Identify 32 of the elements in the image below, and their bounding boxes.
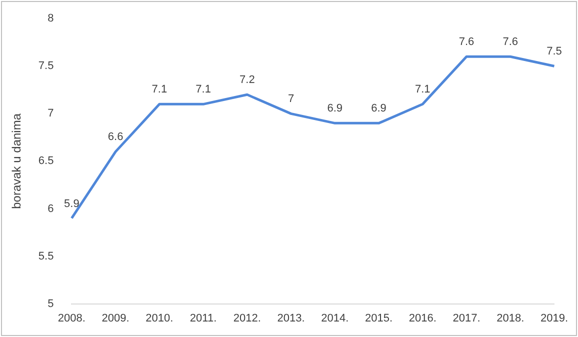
x-tick-label: 2013. xyxy=(277,312,305,324)
data-label: 7.6 xyxy=(458,36,474,48)
data-label: 7.2 xyxy=(240,74,255,86)
y-tick-label: 7.5 xyxy=(38,60,54,72)
y-tick-label: 6.5 xyxy=(38,155,54,168)
x-tick-label: 2019. xyxy=(540,312,568,324)
x-tick-label: 2008. xyxy=(58,312,86,324)
data-label: 7.6 xyxy=(502,36,518,48)
y-tick-label: 5 xyxy=(48,298,54,310)
x-tick-label: 2009. xyxy=(102,312,130,324)
data-label: 7 xyxy=(288,93,294,106)
data-label: 6.9 xyxy=(327,102,343,115)
x-tick-label: 2015. xyxy=(365,312,393,324)
x-tick-label: 2016. xyxy=(408,312,436,324)
data-label: 7.1 xyxy=(196,84,211,96)
data-label: 6.9 xyxy=(371,102,386,115)
data-label: 6.6 xyxy=(108,131,124,144)
y-axis-title: boravak u danima xyxy=(10,113,24,209)
x-tick-label: 2012. xyxy=(233,312,261,324)
y-tick-label: 7 xyxy=(48,108,54,120)
x-tick-label: 2010. xyxy=(146,312,174,324)
y-tick-label: 5.5 xyxy=(38,250,54,262)
data-label: 7.1 xyxy=(152,84,168,96)
x-tick-label: 2011. xyxy=(190,312,217,324)
data-label: 5.9 xyxy=(64,198,80,210)
data-label: 7.5 xyxy=(546,46,562,58)
x-tick-label: 2014. xyxy=(321,312,349,324)
x-tick-label: 2017. xyxy=(452,312,480,324)
x-tick-label: 2018. xyxy=(496,312,524,324)
y-tick-label: 6 xyxy=(48,202,54,215)
data-label: 7.1 xyxy=(414,84,430,96)
y-tick-label: 8 xyxy=(48,12,54,25)
